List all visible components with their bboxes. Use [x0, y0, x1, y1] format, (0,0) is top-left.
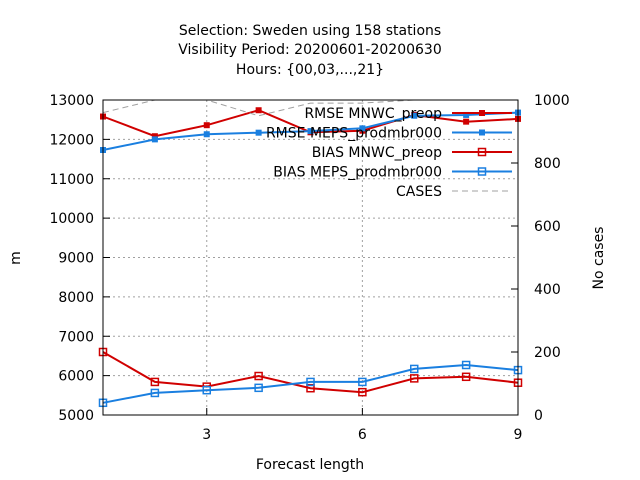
- legend-marker: [477, 167, 487, 176]
- data-point: [410, 364, 419, 374]
- series-line-4: [102, 363, 519, 404]
- y-axis-label: m: [8, 251, 24, 265]
- legend-label: RMSE MNWC_preop: [304, 106, 442, 122]
- y2-tick-label: 200: [534, 345, 561, 361]
- legend-label: CASES: [396, 184, 442, 200]
- legend: RMSE MNWC_preop RMSE MEPS_prodmbr000 BIAS …: [266, 106, 512, 200]
- chart-title-line-3: Hours: {00,03,...,21}: [236, 62, 384, 78]
- y-tick-label: 12000: [49, 132, 94, 148]
- x-tick-label: 9: [514, 427, 523, 443]
- series-line-3: [102, 351, 519, 394]
- data-point: [203, 122, 210, 129]
- data-point: [306, 377, 315, 387]
- y-tick-label: 6000: [58, 369, 94, 385]
- series-layer: [98, 99, 523, 408]
- data-point: [359, 125, 366, 132]
- legend-label: BIAS MEPS_prodmbr000: [273, 165, 442, 181]
- data-point: [150, 377, 160, 387]
- chart-title-line-1: Selection: Sweden using 158 stations: [179, 23, 441, 39]
- y-tick-label: 13000: [49, 93, 94, 109]
- x-tick-label: 6: [358, 427, 367, 443]
- x-axis-label: Forecast length: [256, 457, 364, 473]
- data-point: [411, 112, 418, 119]
- chart-title-line-2: Visibility Period: 20200601-20200630: [178, 42, 442, 58]
- y2-tick-label: 0: [534, 408, 543, 424]
- data-point: [307, 128, 314, 135]
- data-point: [254, 371, 263, 381]
- data-point: [358, 377, 367, 387]
- y-tick-label: 11000: [49, 172, 94, 188]
- legend-marker: [477, 147, 487, 157]
- y-tick-label: 8000: [58, 290, 94, 306]
- data-point: [461, 360, 471, 370]
- data-point: [463, 111, 470, 118]
- data-point: [410, 374, 419, 383]
- legend-label: BIAS MNWC_preop: [312, 145, 442, 161]
- data-point: [151, 136, 158, 143]
- x-tick-label: 3: [202, 427, 211, 443]
- data-point: [461, 372, 471, 382]
- y-tick-label: 5000: [58, 408, 94, 424]
- data-point: [463, 118, 470, 125]
- legend-marker: [479, 110, 485, 116]
- legend-marker: [479, 129, 485, 136]
- data-point: [202, 385, 211, 395]
- y2-tick-label: 1000: [534, 93, 570, 109]
- y2-tick-label: 600: [534, 219, 561, 235]
- y2-tick-label: 800: [534, 156, 561, 172]
- plot-frame: [102, 99, 519, 416]
- axis-ticks: 5000600070008000900010000110001200013000…: [49, 93, 569, 443]
- legend-label: RMSE MEPS_prodmbr000: [266, 126, 442, 142]
- data-point: [255, 107, 262, 114]
- data-point: [150, 388, 160, 398]
- y2-axis-label: No cases: [591, 227, 607, 290]
- data-point: [358, 387, 367, 397]
- y-tick-label: 7000: [58, 329, 94, 345]
- y-tick-label: 9000: [58, 251, 94, 267]
- y2-tick-label: 400: [534, 282, 561, 298]
- y-tick-label: 10000: [49, 211, 94, 227]
- gridlines: [103, 100, 518, 415]
- data-point: [255, 129, 262, 136]
- data-point: [203, 131, 210, 138]
- data-point: [151, 133, 158, 140]
- data-point: [254, 383, 263, 393]
